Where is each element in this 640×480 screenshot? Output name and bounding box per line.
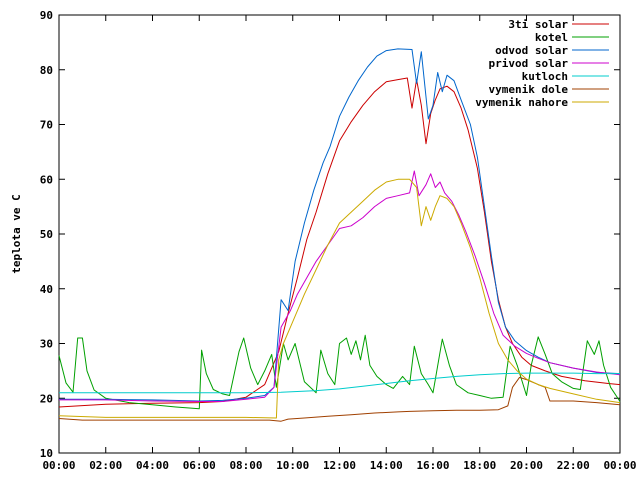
x-tick-label: 02:00 — [89, 459, 122, 472]
y-axis-ticks: 10 20 30 40 50 60 70 80 90 — [40, 9, 620, 460]
series-line-3ti-solar — [58, 77, 621, 408]
legend-label: kotel — [535, 31, 568, 44]
legend-label: vymenik nahore — [475, 96, 568, 109]
y-tick-label: 70 — [40, 119, 53, 132]
series-line-vymenik-dole — [58, 376, 621, 422]
x-tick-label: 08:00 — [229, 459, 262, 472]
series-lines — [58, 48, 621, 422]
x-tick-label: 20:00 — [510, 459, 543, 472]
x-tick-label: 04:00 — [136, 459, 169, 472]
legend-label: kutloch — [522, 70, 568, 83]
y-tick-label: 20 — [40, 392, 53, 405]
y-tick-label: 60 — [40, 173, 53, 186]
series-line-vymenik-nahore — [58, 178, 621, 419]
x-tick-label: 22:00 — [557, 459, 590, 472]
x-tick-label: 00:00 — [603, 459, 636, 472]
x-axis-ticks: 00:00 02:00 04:00 06:00 08:00 10:00 12:00 14:00… — [42, 15, 637, 472]
x-tick-label: 00:00 — [42, 459, 75, 472]
y-tick-label: 10 — [40, 447, 53, 460]
x-tick-label: 16:00 — [416, 459, 449, 472]
y-tick-label: 80 — [40, 64, 53, 77]
series-line-odvod-solar — [59, 48, 621, 402]
y-tick-label: 30 — [40, 338, 53, 351]
x-tick-label: 10:00 — [276, 459, 309, 472]
legend-label: vymenik dole — [489, 83, 569, 96]
legend-label: privod solar — [489, 57, 569, 70]
y-tick-label: 50 — [40, 228, 53, 241]
x-tick-label: 12:00 — [323, 459, 356, 472]
x-tick-label: 18:00 — [463, 459, 496, 472]
y-tick-label: 90 — [40, 9, 53, 22]
series-line-kutloch — [59, 372, 620, 394]
y-axis-label: teplota ve C — [10, 194, 23, 273]
legend-label: 3ti solar — [508, 18, 568, 31]
series-line-kotel — [58, 334, 621, 410]
x-tick-label: 06:00 — [183, 459, 216, 472]
x-tick-label: 14:00 — [370, 459, 403, 472]
y-tick-label: 40 — [40, 283, 53, 296]
legend-label: odvod solar — [495, 44, 568, 57]
